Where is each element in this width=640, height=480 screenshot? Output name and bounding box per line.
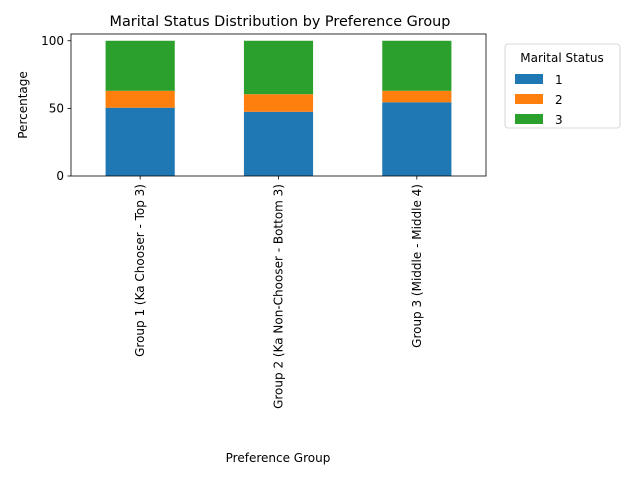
x-tick-label: Group 2 (Ka Non-Chooser - Bottom 3) <box>272 184 286 409</box>
y-tick-label: 50 <box>49 101 64 115</box>
y-tick-label: 100 <box>41 34 64 48</box>
bar-segment-series-3-group-3 <box>382 40 452 91</box>
bar-segment-series-3-group-2 <box>243 40 314 95</box>
x-axis-ticks: Group 1 (Ka Chooser - Top 3) Group 2 (Ka … <box>133 176 424 409</box>
bar-segment-series-1-group-1 <box>105 107 175 176</box>
legend: Marital Status 1 2 3 <box>504 43 621 129</box>
y-axis-label: Percentage <box>16 71 30 139</box>
legend-swatch <box>515 74 543 84</box>
legend-label: 2 <box>555 93 563 107</box>
y-tick-label: 0 <box>56 169 64 183</box>
x-tick-label: Group 1 (Ka Chooser - Top 3) <box>133 184 147 357</box>
legend-swatch <box>515 114 543 124</box>
plot-frame <box>70 33 487 177</box>
bar-segment-series-1-group-3 <box>382 102 452 176</box>
chart-title: Marital Status Distribution by Preferenc… <box>110 14 451 30</box>
bar-segment-series-2-group-1 <box>105 90 175 108</box>
bar-segment-series-3-group-1 <box>105 40 175 91</box>
bars <box>105 40 452 176</box>
legend-items: 1 2 3 <box>515 73 563 127</box>
legend-label: 1 <box>555 73 563 87</box>
x-axis-label: Preference Group <box>226 451 331 465</box>
bar-segment-series-1-group-2 <box>243 111 314 176</box>
bar-segment-series-2-group-3 <box>382 90 452 103</box>
x-tick-label: Group 3 (Middle - Middle 4) <box>410 184 424 348</box>
legend-frame <box>504 43 621 129</box>
legend-label: 3 <box>555 113 563 127</box>
bar-segment-series-2-group-2 <box>243 94 314 112</box>
legend-swatch <box>515 94 543 104</box>
legend-title: Marital Status <box>520 51 603 65</box>
y-axis-ticks: 0 50 100 <box>41 34 71 183</box>
